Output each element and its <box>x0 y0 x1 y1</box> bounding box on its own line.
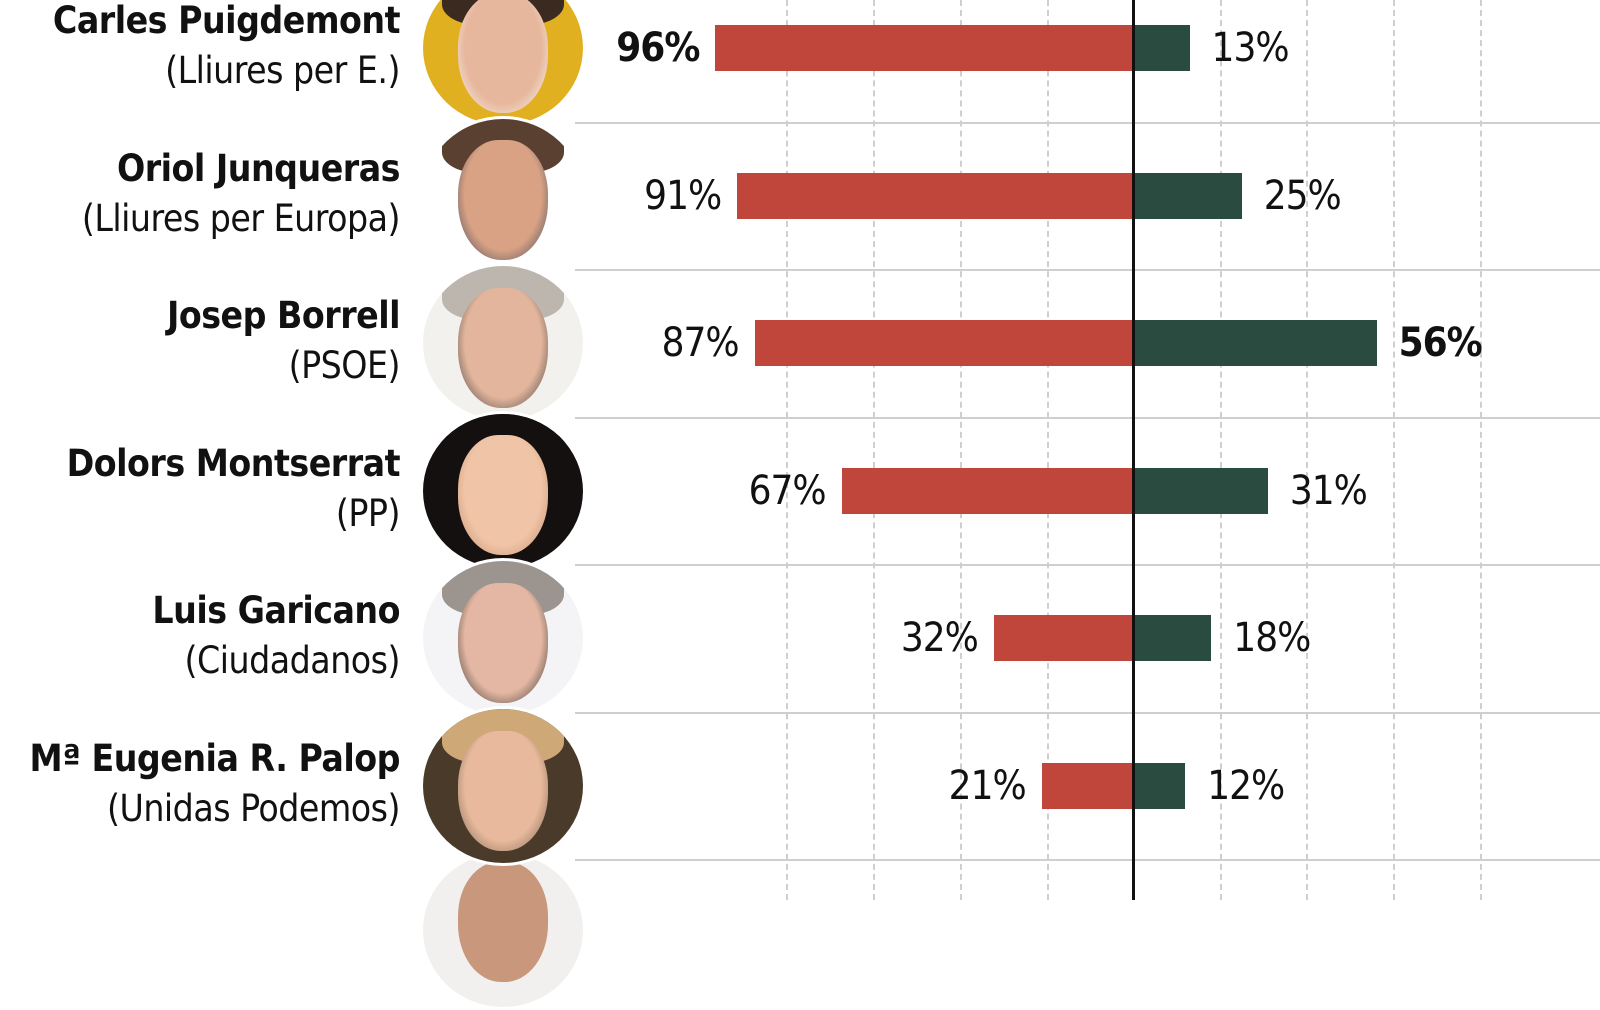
right-value-label: 18% <box>1233 615 1311 662</box>
candidate-label: Carles Puigdemont (Lliures per E.) <box>52 0 401 96</box>
candidate-photo <box>420 0 586 128</box>
left-bar <box>715 25 1133 71</box>
face-shape <box>458 730 548 851</box>
candidate-party: (Ciudadanos) <box>184 639 401 683</box>
candidate-party: (PP) <box>335 491 401 535</box>
candidate-name: Mª Eugenia R. Palop <box>29 737 401 780</box>
chart-row-1: Carles Puigdemont (Lliures per E.) 96% 1… <box>0 0 1600 128</box>
right-value-label: 25% <box>1263 172 1342 219</box>
left-bar <box>737 172 1133 219</box>
gridline <box>786 0 788 900</box>
candidate-party: (Lliures per E.) <box>165 49 400 92</box>
gridline <box>1047 0 1049 900</box>
candidate-photo <box>420 263 586 424</box>
candidate-name: Carles Puigdemont <box>52 0 401 42</box>
candidate-label: Dolors Montserrat (PP) <box>66 439 401 539</box>
candidate-label: Oriol Junqueras (Lliures per Europa) <box>81 144 401 244</box>
candidate-name: Oriol Junqueras <box>116 146 401 190</box>
candidate-name: Josep Borrell <box>166 294 401 338</box>
left-value-label: 87% <box>661 320 740 367</box>
gridline <box>1393 0 1395 900</box>
right-bar <box>1133 172 1242 219</box>
right-bar <box>1133 25 1190 71</box>
left-value-label: 67% <box>748 467 827 514</box>
left-value-label: 96% <box>616 25 700 71</box>
right-value-label: 12% <box>1207 763 1285 809</box>
right-value-label: 13% <box>1211 25 1290 71</box>
chart-row-6: Mª Eugenia R. Palop (Unidas Podemos) 21%… <box>0 706 1600 866</box>
row-separator <box>575 564 1600 566</box>
left-bar <box>841 467 1133 514</box>
left-value-label: 32% <box>900 615 979 662</box>
face-shape <box>458 0 548 113</box>
left-bar <box>993 615 1133 662</box>
right-bar <box>1133 320 1377 367</box>
left-bar <box>754 320 1133 367</box>
candidate-photo <box>420 706 586 866</box>
chart-row-4: Dolors Montserrat (PP) 67% 31% <box>0 410 1600 571</box>
left-bar <box>1041 763 1133 809</box>
candidate-label: Josep Borrell (PSOE) <box>166 291 401 391</box>
zero-axis <box>1132 0 1135 900</box>
candidate-photo <box>420 410 586 571</box>
left-value-label: 21% <box>948 763 1027 809</box>
face-shape <box>458 435 548 556</box>
row-separator <box>575 269 1600 271</box>
right-value-label: 31% <box>1289 467 1368 514</box>
gridline <box>873 0 875 900</box>
candidate-photo <box>420 115 586 276</box>
candidate-party: (PSOE) <box>288 344 401 388</box>
row-separator <box>575 122 1600 124</box>
right-bar <box>1133 467 1268 514</box>
candidate-name: Luis Garicano <box>152 589 400 633</box>
gridline <box>1306 0 1308 900</box>
candidate-party: (Unidas Podemos) <box>106 787 401 830</box>
candidate-name: Dolors Montserrat <box>66 441 401 485</box>
face-shape <box>458 862 548 983</box>
left-value-label: 91% <box>644 172 722 219</box>
chart-row-2: Oriol Junqueras (Lliures per Europa) 91%… <box>0 115 1600 276</box>
candidate-label: Luis Garicano (Ciudadanos) <box>152 586 400 686</box>
right-value-label: 56% <box>1398 320 1483 367</box>
face-shape <box>458 287 548 408</box>
gridline <box>960 0 962 900</box>
row-separator <box>575 417 1600 419</box>
face-shape <box>458 140 548 261</box>
right-bar <box>1133 763 1186 809</box>
candidate-photo-partial <box>420 850 586 1010</box>
chart-row-5: Luis Garicano (Ciudadanos) 32% 18% <box>0 558 1600 719</box>
gridline <box>1220 0 1222 900</box>
row-separator <box>575 712 1600 714</box>
chart-row-3: Josep Borrell (PSOE) 87% 56% <box>0 263 1600 424</box>
right-bar <box>1133 615 1212 662</box>
row-separator <box>575 859 1600 861</box>
face-shape <box>458 582 548 704</box>
gridline <box>1480 0 1482 900</box>
candidate-photo <box>420 558 586 719</box>
candidate-label: Mª Eugenia R. Palop (Unidas Podemos) <box>30 734 401 834</box>
candidate-party: (Lliures per Europa) <box>81 196 401 240</box>
